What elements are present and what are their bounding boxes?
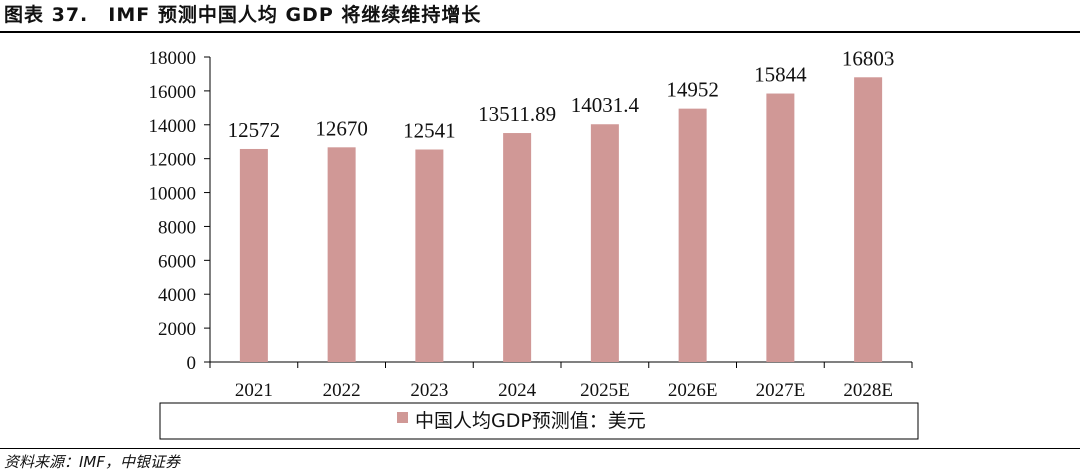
bar (415, 149, 444, 362)
y-tick-label: 0 (187, 353, 197, 374)
data-label: 12670 (315, 116, 368, 140)
data-label: 14952 (666, 78, 719, 102)
y-tick-label: 4000 (158, 285, 196, 306)
y-tick-label: 2000 (158, 319, 196, 340)
y-axis: 0 2000 4000 6000 8000 10000 12000 14000 16000 180… (149, 48, 211, 374)
y-tick-label: 12000 (149, 150, 197, 171)
bar (678, 108, 707, 362)
bar (854, 77, 883, 362)
x-tick-label: 2028E (843, 380, 893, 401)
legend: 中国人均GDP预测值：美元 (159, 402, 919, 440)
legend-swatch (397, 412, 408, 423)
data-label: 16803 (842, 46, 895, 70)
y-tick-label: 6000 (158, 251, 196, 272)
y-tick-label: 14000 (149, 116, 197, 137)
x-axis: 2021 2022 2023 2024 2025E 2026E 2027E 2028E (209, 361, 913, 401)
legend-label: 中国人均GDP预测值：美元 (415, 410, 646, 432)
chart-title: 图表 37. IMF 预测中国人均 GDP 将继续维持增长 (4, 4, 482, 26)
bar (239, 148, 268, 362)
y-tick-label: 10000 (149, 184, 197, 205)
x-tick-label: 2024 (498, 380, 537, 401)
data-label: 12541 (403, 118, 456, 142)
bars (239, 77, 883, 362)
bar (766, 93, 795, 362)
data-label: 12572 (228, 118, 281, 142)
x-tick-label: 2025E (580, 380, 630, 401)
x-tick-label: 2022 (323, 380, 361, 401)
legend-box (159, 402, 919, 440)
bar (590, 124, 619, 362)
y-tick-label: 16000 (149, 82, 197, 103)
data-label: 15844 (754, 63, 807, 87)
bar (327, 147, 356, 362)
y-tick-label: 8000 (158, 217, 196, 238)
x-tick-label: 2021 (235, 380, 273, 401)
x-tick-label: 2023 (410, 380, 448, 401)
x-tick-label: 2026E (668, 380, 718, 401)
x-tick-label: 2027E (756, 380, 806, 401)
data-label: 14031.4 (571, 93, 640, 117)
footer-rule (0, 448, 1080, 449)
title-rule (0, 31, 1080, 33)
data-label: 13511.89 (478, 102, 556, 126)
data-labels: 12572 12670 12541 13511.89 14031.4 14952 15844… (228, 46, 895, 142)
bar (503, 133, 532, 362)
y-tick-label: 18000 (149, 48, 197, 69)
source-note: 资料来源：IMF，中银证券 (4, 453, 180, 471)
